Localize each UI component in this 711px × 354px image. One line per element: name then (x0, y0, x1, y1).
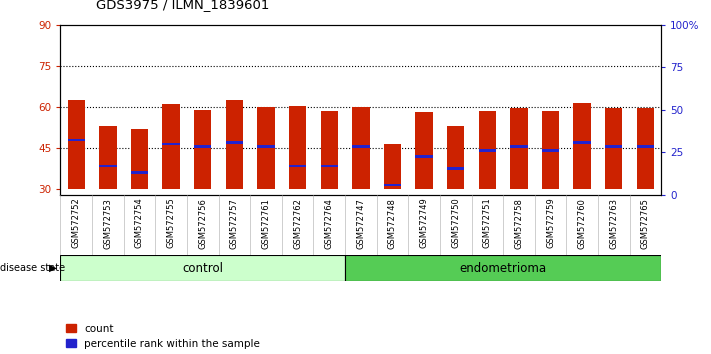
Text: endometrioma: endometrioma (459, 262, 547, 275)
Bar (162, 143, 180, 145)
Bar (352, 145, 370, 148)
Bar (637, 145, 654, 148)
Bar (321, 111, 338, 189)
Bar (605, 108, 623, 189)
Bar (321, 165, 338, 167)
Text: disease state: disease state (0, 263, 65, 273)
Text: GDS3975 / ILMN_1839601: GDS3975 / ILMN_1839601 (96, 0, 269, 11)
Text: GSM572750: GSM572750 (451, 198, 460, 249)
Bar (415, 155, 433, 158)
Text: control: control (182, 262, 223, 275)
Bar (162, 104, 180, 189)
Bar (225, 141, 243, 144)
Bar (289, 165, 306, 167)
Bar (257, 145, 274, 148)
Bar (257, 107, 274, 189)
Bar (289, 105, 306, 189)
Legend: count, percentile rank within the sample: count, percentile rank within the sample (65, 324, 260, 349)
Text: GSM572756: GSM572756 (198, 198, 207, 249)
Bar (384, 184, 401, 187)
Bar (479, 149, 496, 152)
Text: GSM572764: GSM572764 (325, 198, 333, 249)
Text: GSM572754: GSM572754 (135, 198, 144, 249)
Text: GSM572760: GSM572760 (577, 198, 587, 249)
Bar (99, 165, 117, 167)
Bar (194, 110, 211, 189)
Bar (510, 108, 528, 189)
Bar (68, 100, 85, 189)
Bar (447, 167, 464, 170)
Bar (542, 149, 560, 152)
Bar (574, 103, 591, 189)
Bar (131, 129, 148, 189)
Bar (415, 113, 433, 189)
Text: GSM572752: GSM572752 (72, 198, 81, 249)
Bar (68, 138, 85, 141)
Bar (574, 141, 591, 144)
Text: GSM572755: GSM572755 (166, 198, 176, 249)
Text: GSM572761: GSM572761 (262, 198, 270, 249)
Bar (605, 145, 623, 148)
Bar (479, 111, 496, 189)
Bar (637, 108, 654, 189)
Bar (345, 255, 661, 281)
Bar (510, 145, 528, 148)
Bar (447, 126, 464, 189)
Bar (225, 100, 243, 189)
Text: GSM572759: GSM572759 (546, 198, 555, 249)
Text: ▶: ▶ (49, 263, 57, 273)
Text: GSM572763: GSM572763 (609, 198, 619, 249)
Bar (194, 145, 211, 148)
Bar (99, 126, 117, 189)
Bar (542, 111, 560, 189)
Text: GSM572751: GSM572751 (483, 198, 492, 249)
Text: GSM572748: GSM572748 (388, 198, 397, 249)
Text: GSM572757: GSM572757 (230, 198, 239, 249)
Text: GSM572762: GSM572762 (293, 198, 302, 249)
Bar (60, 255, 345, 281)
Text: GSM572749: GSM572749 (419, 198, 429, 249)
Bar (384, 144, 401, 189)
Bar (352, 107, 370, 189)
Text: GSM572753: GSM572753 (103, 198, 112, 249)
Text: GSM572765: GSM572765 (641, 198, 650, 249)
Text: GSM572758: GSM572758 (515, 198, 523, 249)
Text: GSM572747: GSM572747 (356, 198, 365, 249)
Bar (131, 171, 148, 174)
